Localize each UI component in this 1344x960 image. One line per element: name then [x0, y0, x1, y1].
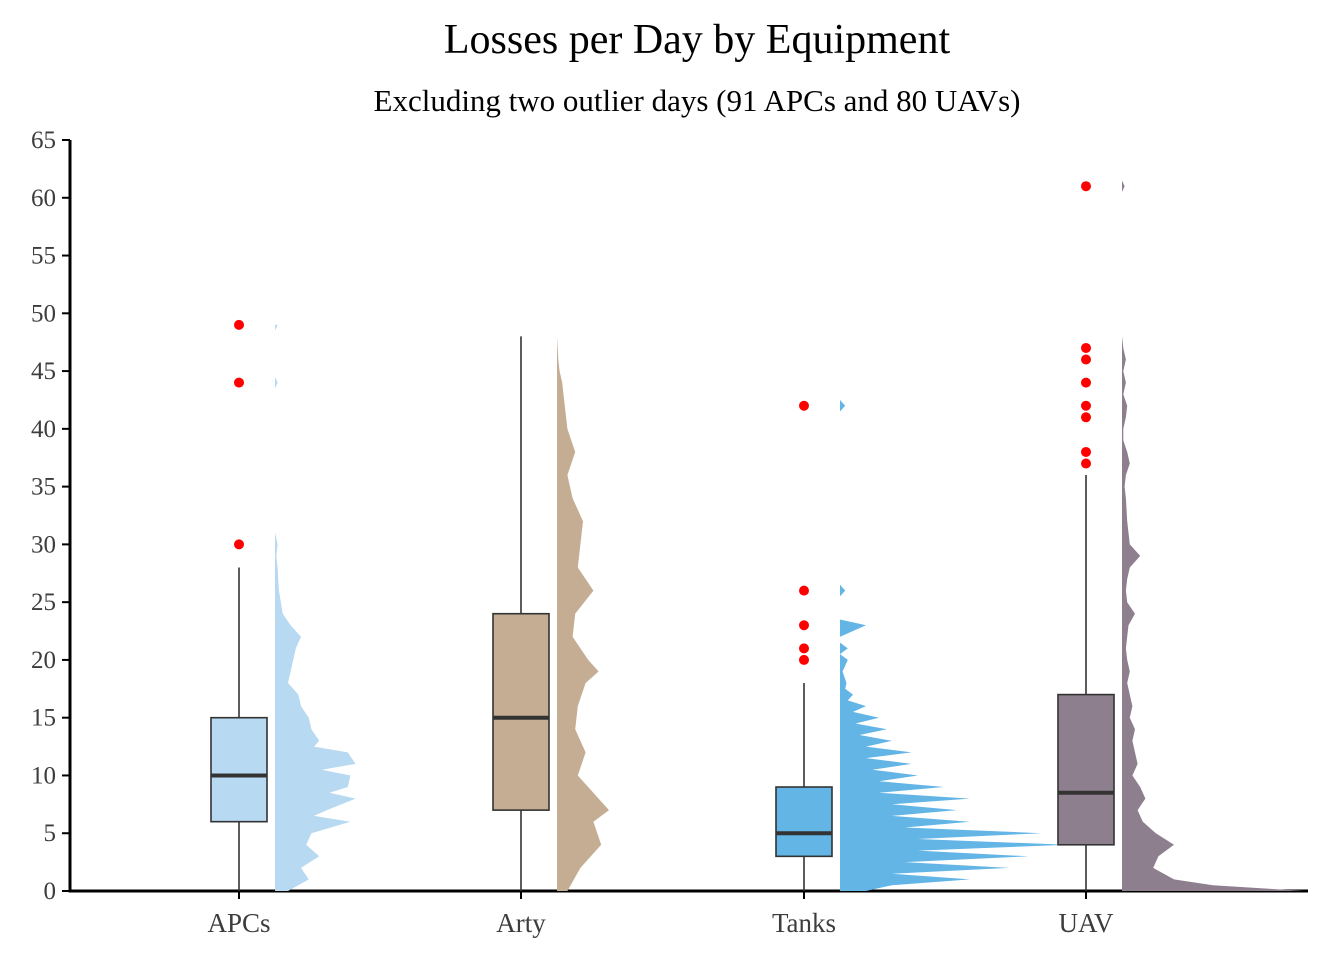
y-tick-label: 20 [31, 647, 56, 674]
y-tick-label: 30 [31, 531, 56, 558]
outlier-point [799, 400, 809, 411]
y-tick-label: 55 [31, 243, 56, 270]
y-tick-label: 0 [44, 878, 57, 905]
density-arty [557, 336, 609, 891]
y-tick-label: 60 [31, 185, 56, 212]
outlier-point [1081, 181, 1091, 192]
outlier-point [799, 643, 809, 654]
y-tick-label: 45 [31, 358, 56, 385]
chart-title: Losses per Day by Equipment [444, 17, 951, 63]
chart-subtitle: Excluding two outlier days (91 APCs and … [374, 83, 1021, 118]
y-tick-label: 5 [44, 820, 57, 847]
outlier-point [799, 585, 809, 596]
x-tick-label: Tanks [772, 908, 836, 938]
y-tick-label: 35 [31, 474, 56, 501]
outlier-point [799, 654, 809, 665]
density-uav [1122, 180, 1304, 891]
y-tick-label: 25 [31, 589, 56, 616]
y-tick-label: 65 [31, 127, 56, 154]
outlier-point [1081, 342, 1091, 353]
series-tanks: Tanks [772, 400, 1068, 938]
outlier-point [234, 377, 244, 388]
y-tick-label: 40 [31, 416, 56, 443]
outlier-point [1081, 354, 1091, 365]
x-tick-label: APCs [207, 908, 270, 938]
outlier-point [1081, 412, 1091, 423]
y-tick-label: 50 [31, 300, 56, 327]
outlier-point [1081, 400, 1091, 411]
outlier-point [234, 319, 244, 330]
series-apcs: APCs [207, 319, 356, 938]
box-uav [1057, 693, 1115, 846]
outlier-point [234, 539, 244, 550]
series-uav: UAV [1057, 180, 1304, 938]
box-arty [492, 612, 550, 811]
box-apcs [210, 716, 268, 823]
y-tick-label: 10 [31, 762, 56, 789]
plot-area: 0 5 10 15 20 25 30 35 40 45 50 55 60 65 APCs Arty Tanks U… [31, 127, 1308, 938]
y-tick-label: 15 [31, 705, 56, 732]
outlier-point [799, 620, 809, 631]
x-tick-label: Arty [496, 908, 546, 938]
series-arty: Arty [492, 336, 609, 938]
outlier-point [1081, 446, 1091, 457]
x-tick-label: UAV [1058, 908, 1114, 938]
density-tanks [840, 400, 1068, 891]
density-apcs [275, 324, 356, 891]
outlier-point [1081, 377, 1091, 388]
box-tanks [775, 786, 833, 858]
outlier-point [1081, 458, 1091, 469]
